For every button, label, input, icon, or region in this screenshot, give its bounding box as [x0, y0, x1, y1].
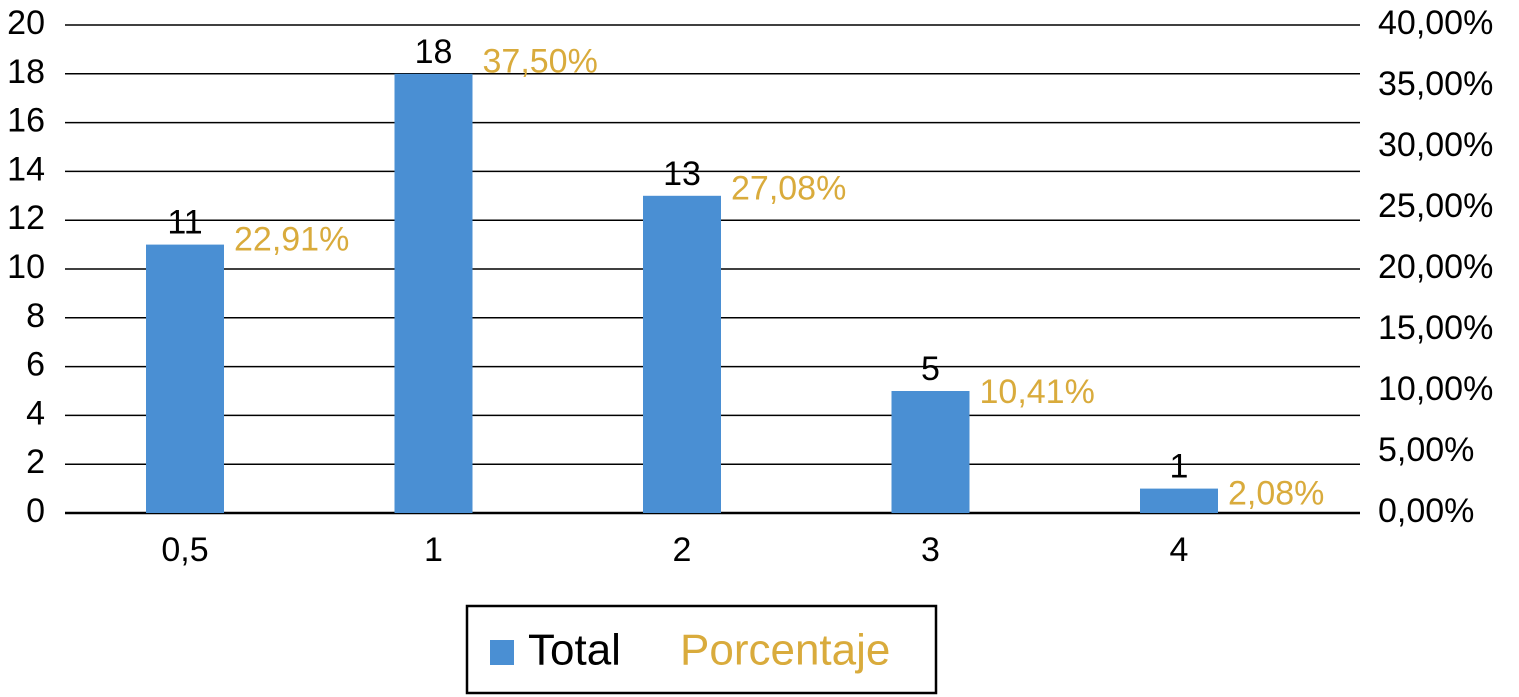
y2-tick-label: 0,00%	[1378, 492, 1474, 530]
bar-value-label: 18	[415, 33, 453, 71]
x-tick-label: 0,5	[161, 531, 208, 569]
x-tick-label: 1	[424, 531, 443, 569]
bar-value-label: 13	[663, 155, 701, 193]
y-tick-label: 10	[7, 248, 45, 286]
bar	[643, 195, 721, 514]
x-tick-label: 4	[1170, 531, 1189, 569]
y-tick-label: 16	[7, 102, 45, 140]
y-tick-label: 8	[26, 297, 45, 335]
percent-label: 22,91%	[234, 220, 349, 258]
y-tick-label: 20	[7, 4, 45, 42]
legend-label: Total	[528, 626, 621, 675]
y2-tick-label: 35,00%	[1378, 65, 1493, 103]
y-tick-label: 2	[26, 443, 45, 481]
x-tick-label: 2	[673, 531, 692, 569]
bar-value-label: 1	[1170, 448, 1189, 486]
y2-tick-label: 15,00%	[1378, 309, 1493, 347]
bar-value-label: 5	[921, 350, 940, 388]
y-tick-label: 4	[26, 394, 45, 432]
y-tick-label: 14	[7, 150, 45, 188]
y2-tick-label: 10,00%	[1378, 370, 1493, 408]
y2-tick-label: 20,00%	[1378, 248, 1493, 286]
percent-label: 2,08%	[1228, 475, 1324, 513]
percent-label: 37,50%	[483, 42, 598, 80]
y2-tick-label: 5,00%	[1378, 431, 1474, 469]
bar-value-label: 11	[167, 204, 202, 242]
bar	[394, 73, 473, 514]
legend-label: Porcentaje	[680, 626, 890, 675]
y-tick-label: 12	[7, 199, 45, 237]
y2-tick-label: 25,00%	[1378, 187, 1493, 225]
legend-swatch	[490, 640, 514, 665]
y2-tick-label: 40,00%	[1378, 4, 1493, 42]
y-tick-label: 18	[7, 53, 45, 91]
bar	[146, 244, 224, 513]
y-tick-label: 6	[26, 346, 45, 384]
y2-tick-label: 30,00%	[1378, 126, 1493, 164]
x-tick-label: 3	[921, 531, 940, 569]
percent-label: 27,08%	[731, 170, 846, 208]
percent-label: 10,41%	[980, 373, 1095, 411]
y-tick-label: 0	[26, 492, 45, 530]
bar	[1140, 488, 1218, 513]
bar	[891, 391, 970, 513]
legend-box	[465, 604, 938, 695]
